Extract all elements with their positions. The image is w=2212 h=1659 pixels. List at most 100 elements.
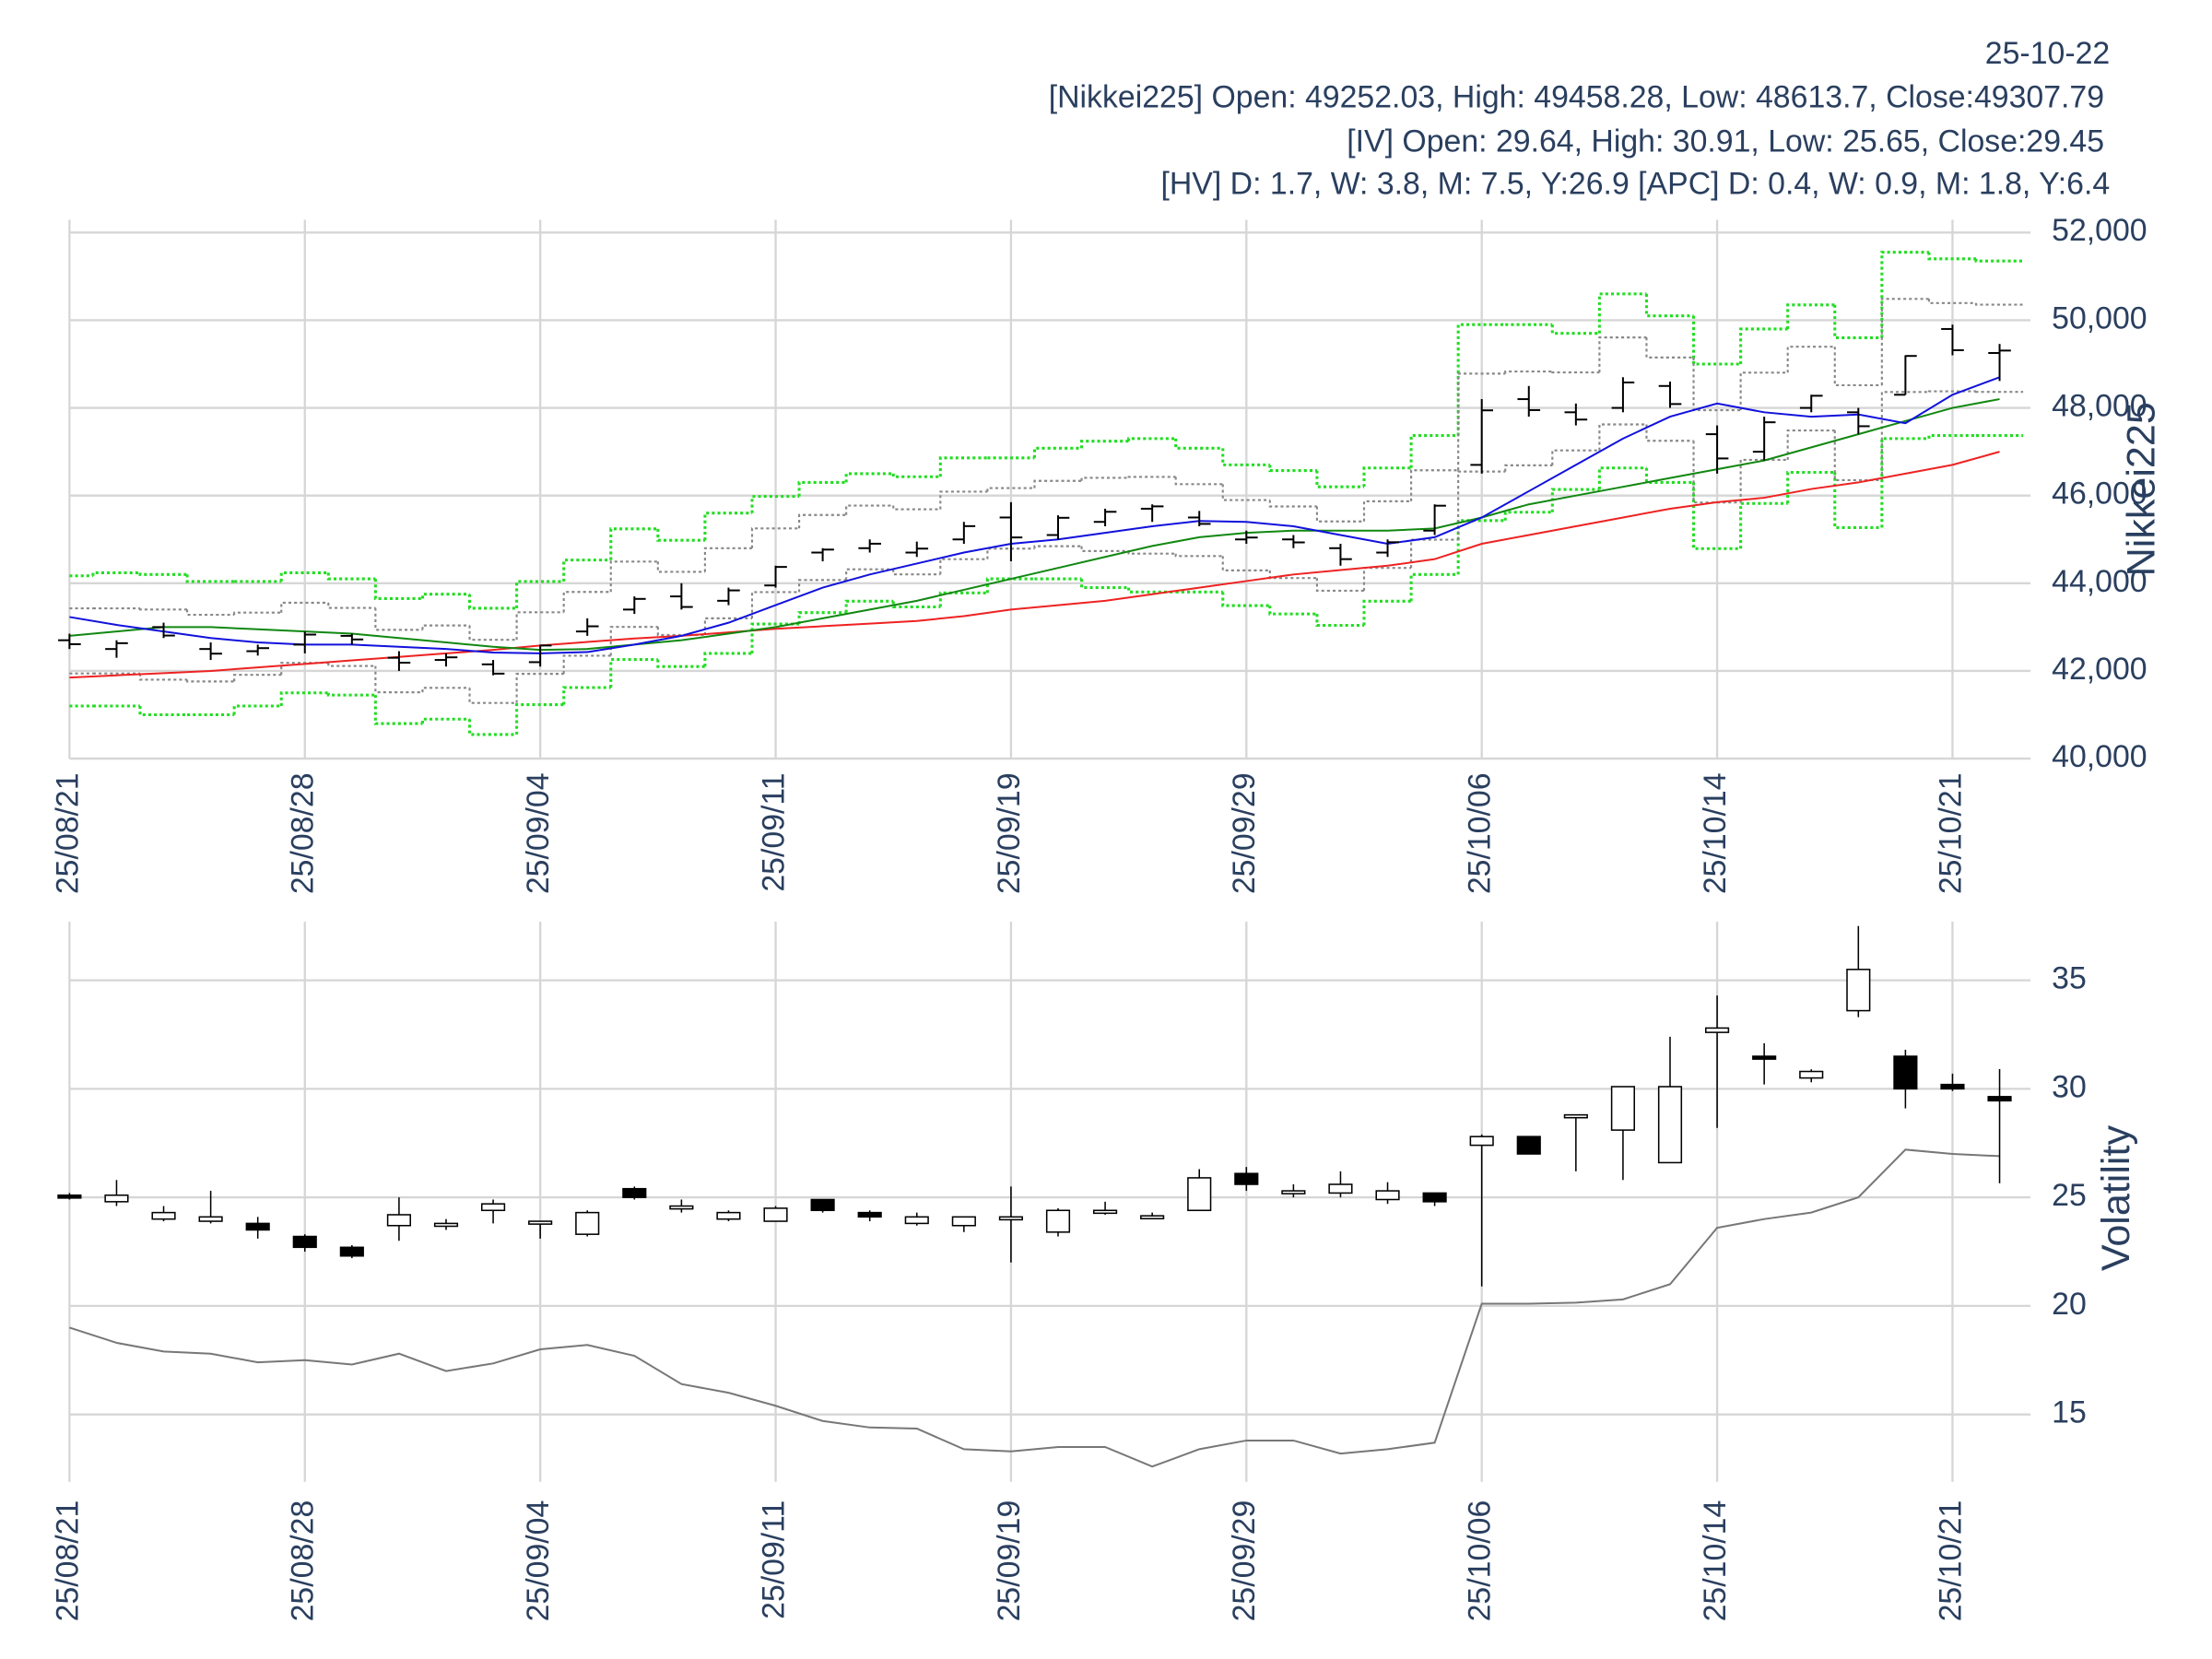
band-step (1174, 477, 1223, 486)
candle-body (716, 1211, 741, 1220)
band-step (1033, 479, 1082, 488)
ohlc-bar (1611, 377, 1635, 413)
band-step (845, 504, 894, 515)
candle (1469, 1134, 1494, 1287)
band-step (609, 560, 658, 593)
band-step (1456, 323, 1506, 436)
band-step (1080, 579, 1129, 590)
y-tick-label: 15 (2052, 1395, 2087, 1430)
candle (1328, 1171, 1353, 1198)
grid (68, 922, 2031, 1482)
candle (1281, 1184, 1306, 1198)
grid (68, 219, 2031, 760)
band-step (1032, 446, 1082, 458)
band-step (373, 579, 423, 601)
candle-body (57, 1194, 82, 1199)
candle-body (1987, 1096, 2012, 1102)
y-tick-label: 46,000 (2052, 477, 2147, 512)
ohlc-bar (1846, 407, 1870, 435)
candle-body (245, 1222, 270, 1231)
band-step (1880, 298, 1929, 385)
band-step (1080, 477, 1129, 481)
candle-body (386, 1214, 411, 1227)
band-step (656, 627, 705, 637)
band-step (138, 673, 188, 681)
ohlc-bar (105, 640, 128, 658)
band-step (326, 692, 376, 697)
band-step (1457, 470, 1506, 540)
candle (1987, 1068, 2012, 1183)
band-step (1127, 437, 1176, 441)
band-step (1409, 433, 1459, 468)
band-step (1268, 606, 1317, 616)
band-step (280, 601, 329, 613)
candle (292, 1234, 317, 1253)
candle-body (1563, 1113, 1588, 1119)
candle-body (1893, 1055, 1918, 1090)
band-step (1880, 437, 1929, 528)
band-step (233, 674, 282, 682)
band-step (1315, 614, 1364, 628)
candle-body (669, 1205, 694, 1210)
x-tick-label: 25/10/06 (1463, 1500, 1498, 1622)
x-tick-label: 25/08/21 (50, 1500, 85, 1622)
band-step (892, 569, 941, 576)
candle (245, 1217, 270, 1239)
band-step (891, 473, 941, 478)
ohlc-bar (1517, 385, 1541, 418)
band-step (656, 561, 705, 573)
ohlc-bar (1376, 539, 1399, 558)
band-step (326, 572, 376, 581)
x-tick-label: 25/10/06 (1463, 772, 1498, 894)
candle-body (904, 1216, 929, 1225)
ohlc-bar (199, 642, 222, 661)
x-tick-label: 25/10/21 (1933, 1500, 1968, 1622)
candle-body (1093, 1209, 1118, 1215)
candle (104, 1180, 129, 1206)
candle (1893, 1049, 1918, 1109)
candle-body (104, 1194, 129, 1203)
candle-body (1705, 1027, 1730, 1033)
y-tick-label: 35 (2052, 961, 2087, 996)
candle-body (292, 1235, 317, 1249)
y-tick-label: 40,000 (2052, 739, 2147, 774)
band-step (1645, 337, 1694, 359)
candle-body (1516, 1135, 1541, 1155)
band-step (1833, 472, 1882, 529)
band-step (1504, 464, 1553, 472)
band-step (1974, 258, 2024, 263)
ohlc-bar (1235, 530, 1258, 545)
band-step (1174, 438, 1223, 450)
band-step (1315, 578, 1364, 592)
band-step (1362, 466, 1412, 488)
band-step (656, 528, 705, 542)
candle (339, 1244, 364, 1259)
band-step (703, 652, 752, 667)
candle (386, 1197, 411, 1241)
candle (1846, 925, 1871, 1018)
band-step (1503, 511, 1553, 521)
band-step (1974, 302, 2024, 306)
band-step (1597, 292, 1647, 334)
band-step (421, 624, 470, 630)
band-step (515, 611, 564, 641)
band-step (515, 673, 564, 703)
x-tick-label: 25/09/04 (521, 1500, 556, 1622)
candle-body (1375, 1190, 1400, 1201)
band-step (1786, 346, 1835, 373)
band-step (1644, 467, 1694, 484)
band-step (1833, 304, 1882, 339)
ohlc-bar (1423, 504, 1446, 535)
y-tick-label: 44,000 (2052, 564, 2147, 599)
candle (1045, 1207, 1071, 1237)
candle (1516, 1135, 1541, 1155)
band-step (1080, 546, 1129, 552)
y-tick-label: 42,000 (2052, 652, 2147, 687)
candle-body (1234, 1172, 1259, 1185)
band-step (750, 495, 800, 513)
band-step (750, 622, 800, 653)
band-step (91, 571, 140, 576)
ohlc-bar (1282, 535, 1305, 548)
ohlc-bar (1752, 417, 1776, 461)
